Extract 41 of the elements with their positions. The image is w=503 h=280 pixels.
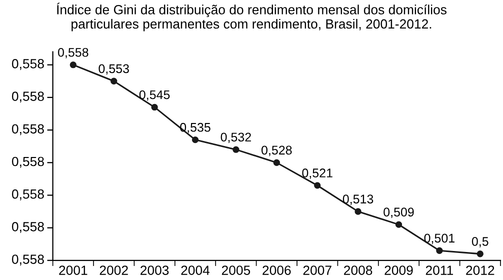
data-label: 0,513 — [342, 194, 374, 205]
data-label: 0,528 — [262, 146, 292, 156]
x-tick-label: 2006 — [262, 266, 291, 275]
text: 0,558 — [12, 59, 44, 70]
text: 0,558 — [12, 189, 44, 200]
x-tick-label: 2009 — [384, 266, 413, 275]
text: 0,558 — [12, 92, 44, 103]
text: 0,558 — [12, 156, 44, 168]
point — [232, 146, 240, 153]
x-tick-label: 2004 — [181, 266, 210, 275]
data-label: 0,553 — [98, 64, 129, 75]
point — [273, 159, 280, 166]
data-label: 0,535 — [180, 122, 210, 134]
x-tick-label: 2002 — [100, 266, 128, 275]
x-tick-label: 2007 — [303, 266, 332, 275]
x-tick-label: 2008 — [344, 266, 372, 275]
point — [151, 104, 158, 111]
data-label: 0,509 — [384, 208, 414, 218]
point — [70, 62, 76, 68]
text: 0,558 — [12, 124, 44, 136]
point — [395, 221, 402, 228]
x-tick-label: 2012 — [466, 266, 494, 275]
point — [314, 182, 321, 189]
text: 0,558 — [12, 222, 44, 233]
point — [192, 136, 199, 144]
text: 0,558 — [12, 254, 44, 266]
data-label: 0,5 — [472, 237, 488, 248]
data-label: 0,521 — [302, 168, 332, 179]
data-label: 0,545 — [139, 90, 170, 101]
x-tick-label: 2003 — [140, 266, 169, 275]
x-tick-label: 2005 — [222, 266, 250, 275]
point — [436, 247, 443, 254]
x-tick-label: 2001 — [59, 266, 88, 275]
x-tick-label: 2011 — [426, 266, 453, 275]
point — [110, 78, 118, 84]
point — [476, 250, 484, 258]
point — [354, 208, 362, 215]
chart-title: Índice de Gini da distribuição do rendimento mensal dos domicílios particulares permanentes com rendimento, Brasil, 2001-2012. — [56, 2, 446, 32]
data-label: 0,532 — [220, 132, 251, 144]
data-label: 0,558 — [58, 48, 88, 58]
data-label: 0,501 — [424, 234, 454, 244]
